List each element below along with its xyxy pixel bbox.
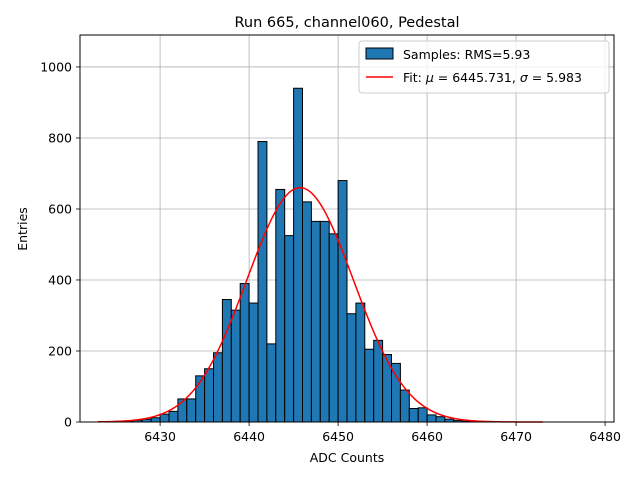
- histogram-bar: [337, 180, 348, 423]
- plot-frame: [79, 34, 615, 423]
- histogram-bar: [310, 220, 321, 423]
- histogram-bar: [355, 302, 366, 423]
- y-axis-label: Entries: [15, 207, 30, 251]
- histogram-bar: [426, 414, 437, 423]
- y-tick-label: 200: [48, 343, 72, 358]
- y-tick-label: 1000: [40, 59, 72, 74]
- histogram-bar: [399, 389, 410, 423]
- histogram-bar: [293, 87, 304, 423]
- histogram-bar: [328, 233, 339, 423]
- histogram-bar: [221, 299, 232, 423]
- histogram-bar: [248, 302, 259, 423]
- histogram-bar: [204, 368, 215, 423]
- legend-label-samples: Samples: RMS=5.93: [403, 47, 530, 62]
- x-tick-label: 6480: [589, 429, 621, 444]
- x-tick-label: 6440: [233, 429, 265, 444]
- histogram-bar: [302, 201, 312, 423]
- x-tick-label: 6430: [144, 429, 176, 444]
- y-tick-label: 600: [48, 201, 72, 216]
- histogram-bar: [159, 413, 170, 423]
- histogram-bar: [266, 343, 277, 423]
- x-tick-label: 6470: [500, 429, 532, 444]
- y-axis-ticks: 0 200 400 600 800 1000: [40, 59, 80, 430]
- legend-swatch-samples: [365, 47, 394, 60]
- x-axis-label: ADC Counts: [310, 450, 385, 465]
- histogram-bar: [373, 339, 384, 423]
- histogram-bar: [346, 313, 357, 423]
- legend: Samples: RMS=5.93 Fit: μ = 6445.731, σ =…: [358, 40, 610, 94]
- histogram-bar: [275, 188, 286, 423]
- histogram-bar: [230, 309, 241, 423]
- histogram-bar: [168, 410, 179, 423]
- histogram-bar: [213, 352, 223, 423]
- x-tick-label: 6460: [411, 429, 443, 444]
- legend-box: [358, 40, 610, 94]
- histogram-bar: [319, 220, 330, 423]
- histogram-bar: [257, 141, 268, 423]
- histogram-bar: [435, 416, 446, 423]
- histogram-bar: [364, 348, 375, 423]
- histogram-bar: [408, 408, 419, 423]
- fit-curve: [97, 186, 543, 423]
- histogram-bar: [150, 417, 161, 423]
- x-tick-label: 6450: [322, 429, 354, 444]
- y-tick-label: 800: [48, 130, 72, 145]
- histogram-bar: [391, 362, 401, 423]
- legend-label-fit: Fit: μ = 6445.731, σ = 5.983: [403, 70, 582, 85]
- histogram-bars: [106, 87, 482, 423]
- histogram-bar: [239, 283, 250, 423]
- chart-title: Run 665, channel060, Pedestal: [234, 15, 459, 31]
- histogram-bar: [284, 235, 295, 423]
- y-tick-label: 0: [64, 415, 72, 430]
- y-tick-label: 400: [48, 272, 72, 287]
- histogram-bar: [417, 407, 428, 423]
- x-axis-ticks: 6430 6440 6450 6460 6470 6480: [144, 422, 621, 444]
- histogram-bar: [186, 398, 197, 423]
